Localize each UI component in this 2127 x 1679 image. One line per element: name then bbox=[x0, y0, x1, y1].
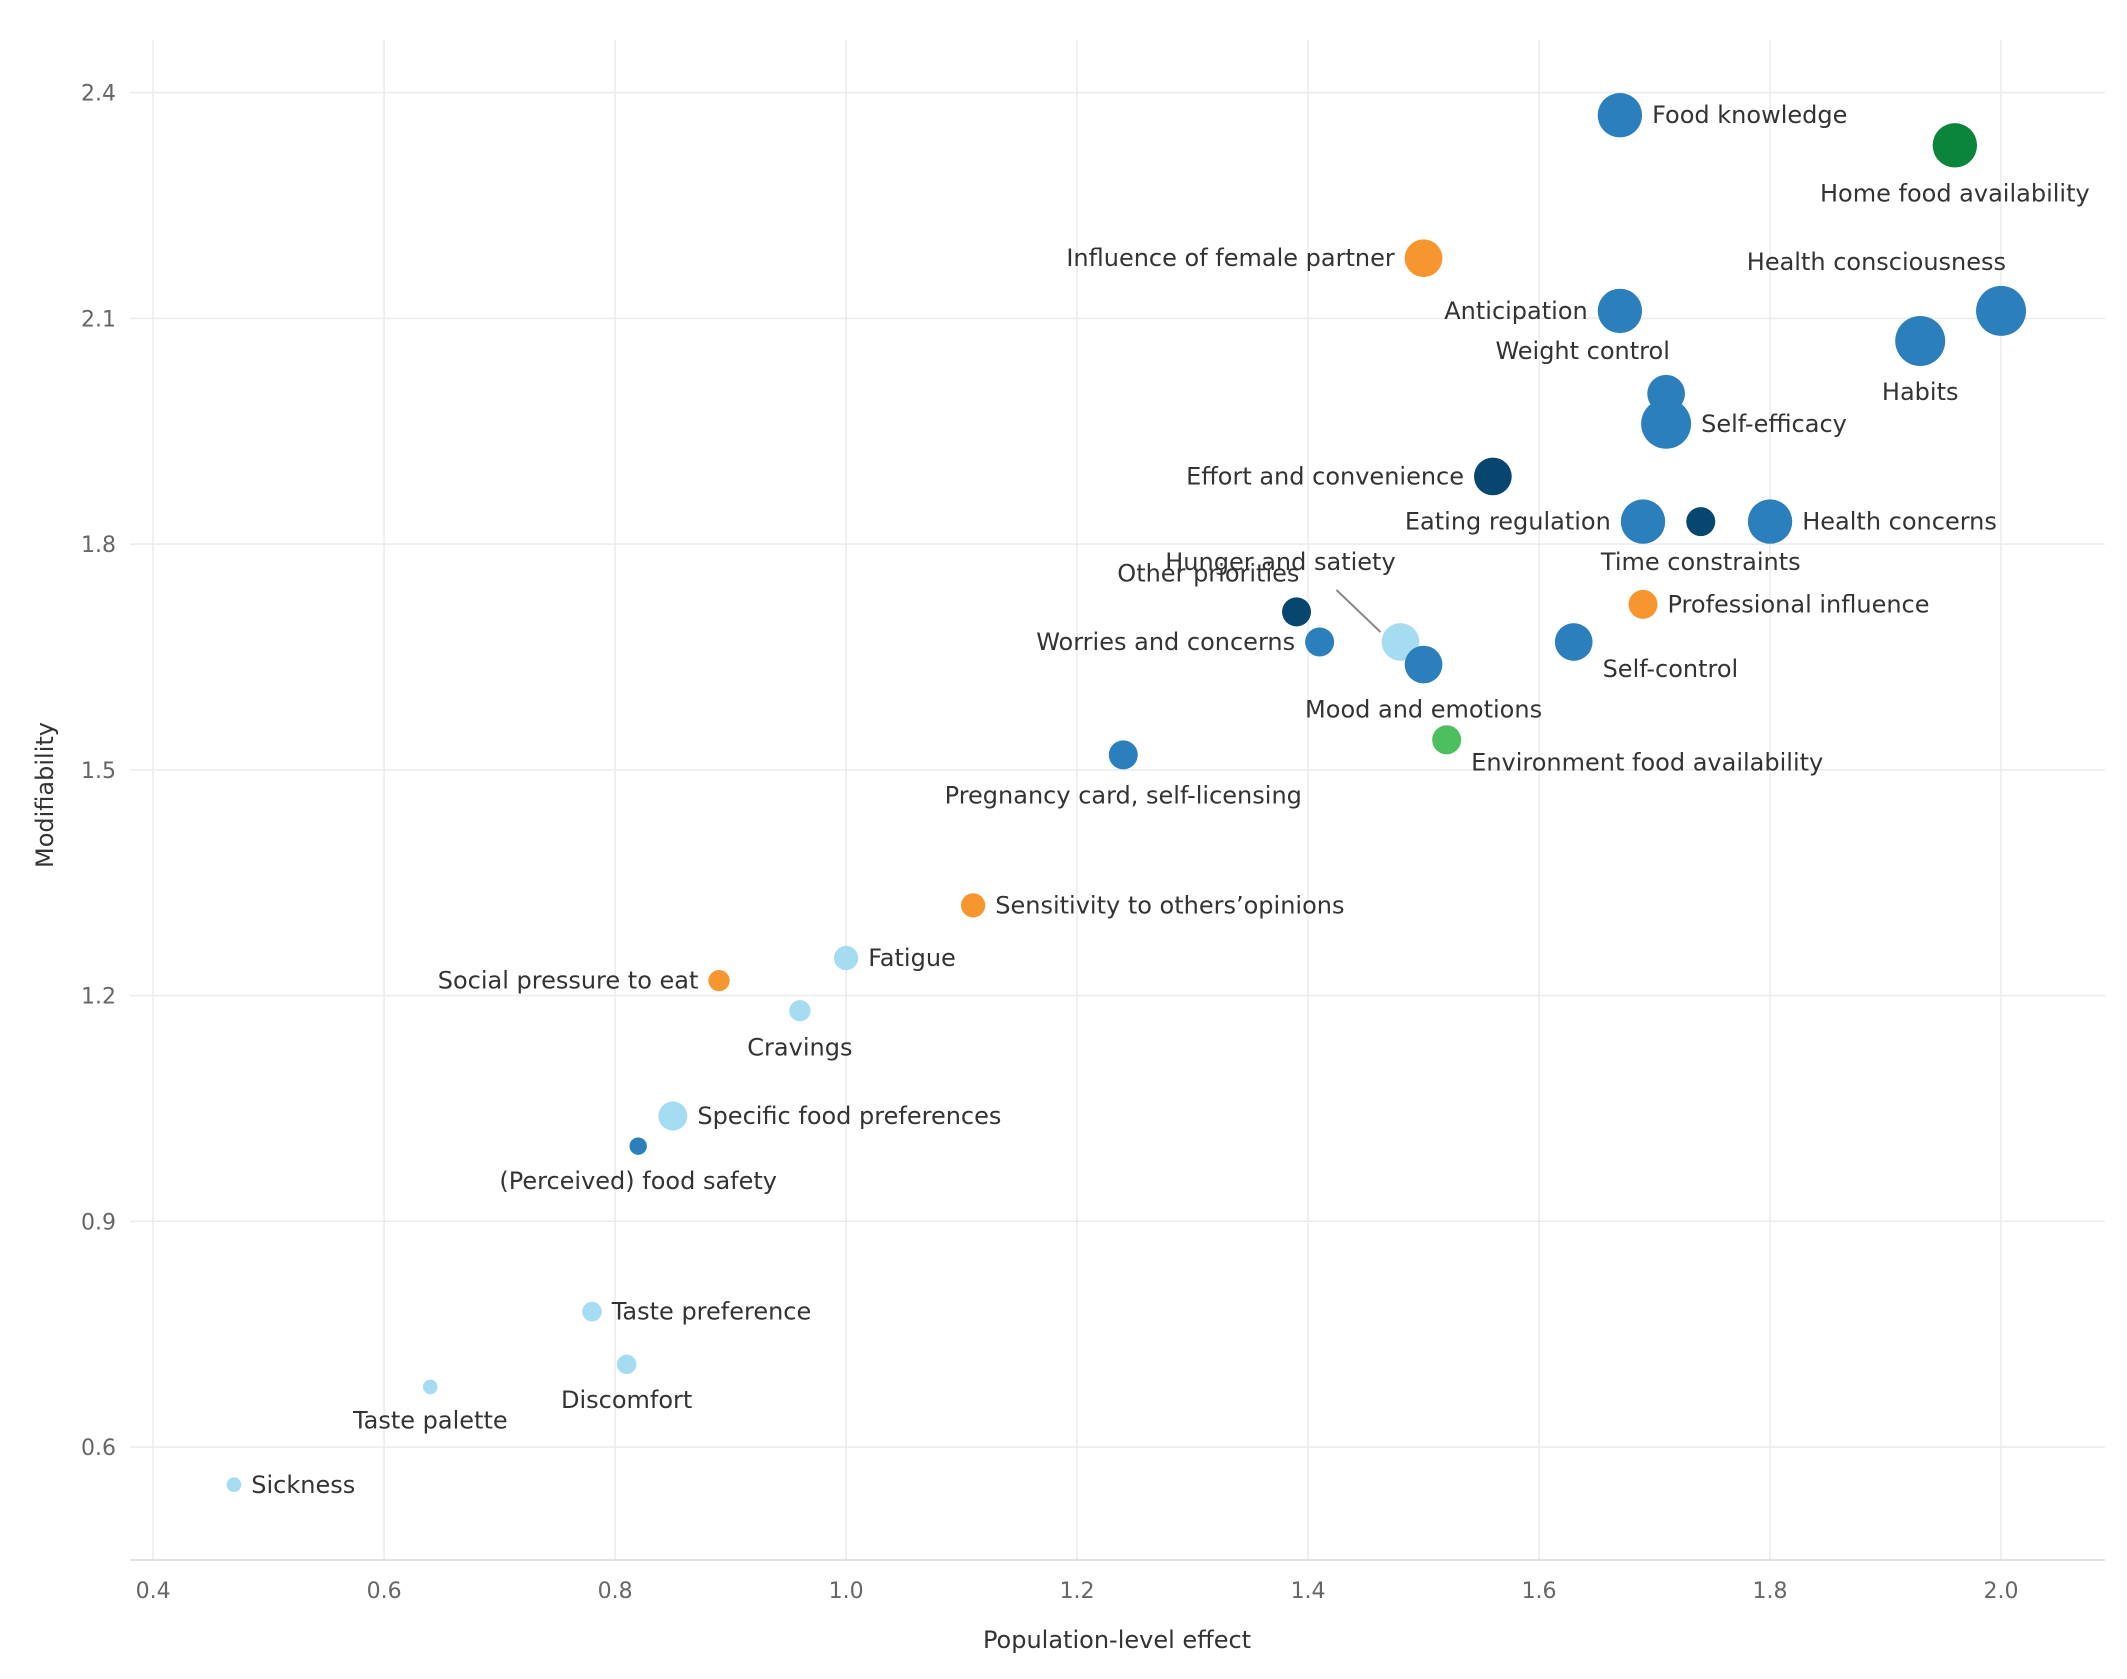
label-worries-and-concerns: Worries and concerns bbox=[1036, 628, 1295, 656]
x-tick-label: 0.4 bbox=[136, 1579, 171, 1604]
x-tick-label: 1.6 bbox=[1522, 1579, 1557, 1604]
label-influence-of-female-partner: Influence of female partner bbox=[1066, 244, 1395, 272]
label-food-knowledge: Food knowledge bbox=[1652, 101, 1847, 129]
y-tick-label: 2.1 bbox=[81, 307, 116, 332]
label-environment-food-availability: Environment food availability bbox=[1471, 748, 1823, 776]
y-tick-label: 2.4 bbox=[81, 82, 116, 107]
point-taste-preference bbox=[582, 1301, 602, 1322]
label-taste-palette: Taste palette bbox=[352, 1406, 508, 1434]
label-other-priorities: Other priorities bbox=[1117, 559, 1299, 587]
label-habits: Habits bbox=[1882, 378, 1959, 406]
label-hunger-and-satiety: Hunger and satiety bbox=[1165, 548, 1395, 576]
label-discomfort: Discomfort bbox=[561, 1386, 692, 1414]
x-tick-label: 1.8 bbox=[1753, 1579, 1788, 1604]
point-taste-palette bbox=[422, 1379, 438, 1395]
point-self-control bbox=[1554, 623, 1593, 661]
x-tick-label: 2.0 bbox=[1984, 1579, 2019, 1604]
point-discomfort bbox=[616, 1354, 637, 1375]
label-home-food-availability: Home food availability bbox=[1820, 180, 2090, 208]
point-health-concerns bbox=[1747, 499, 1793, 544]
label-specific-food-preferences: Specific food preferences bbox=[697, 1102, 1001, 1130]
label-professional-influence: Professional influence bbox=[1668, 590, 1930, 618]
label-effort-and-convenience: Effort and convenience bbox=[1186, 462, 1464, 490]
point-professional-influence bbox=[1628, 589, 1658, 619]
point-home-food-availability bbox=[1932, 123, 1978, 168]
label-taste-preference: Taste preference bbox=[611, 1298, 812, 1326]
x-axis-ticks: 0.4 0.6 0.8 1.0 1.2 1.4 1.6 1.8 2.0 bbox=[136, 1579, 2019, 1604]
label-eating-regulation: Eating regulation bbox=[1405, 508, 1611, 536]
point-environment-food-availability bbox=[1432, 725, 1462, 755]
leader-line bbox=[1335, 589, 1382, 633]
x-axis-title: Population-level effect bbox=[983, 1626, 1251, 1654]
x-tick-label: 0.8 bbox=[598, 1579, 633, 1604]
label-sickness: Sickness bbox=[251, 1471, 355, 1499]
point-worries-and-concerns bbox=[1305, 627, 1335, 657]
y-axis-ticks: 0.6 0.9 1.2 1.5 1.8 2.1 2.4 bbox=[81, 82, 116, 1461]
point-time-constraints bbox=[1686, 507, 1716, 537]
y-tick-label: 1.2 bbox=[81, 985, 116, 1010]
point-eating-regulation bbox=[1620, 499, 1666, 544]
point-other-priorities bbox=[1282, 597, 1312, 627]
label-pregnancy-card-self-licensing: Pregnancy card, self-licensing bbox=[945, 781, 1302, 809]
data-points bbox=[226, 93, 2027, 1493]
label-weight-control: Weight control bbox=[1495, 337, 1669, 365]
label-cravings: Cravings bbox=[747, 1033, 852, 1061]
label-health-concerns: Health concerns bbox=[1802, 508, 1997, 536]
point-cravings bbox=[789, 1000, 811, 1022]
point-sickness bbox=[226, 1477, 242, 1493]
x-tick-label: 1.0 bbox=[829, 1579, 864, 1604]
point-specific-food-preferences bbox=[658, 1101, 688, 1131]
point-health-consciousness bbox=[1976, 285, 2027, 336]
label-sensitivity-to-others-opinions: Sensitivity to others’opinions bbox=[995, 891, 1344, 919]
point-sensitivity-to-others-opinions bbox=[960, 893, 986, 918]
point-pregnancy-card-self-licensing bbox=[1108, 740, 1138, 770]
y-tick-label: 0.6 bbox=[81, 1436, 116, 1461]
x-tick-label: 0.6 bbox=[367, 1579, 402, 1604]
point-influence-of-female-partner bbox=[1404, 239, 1443, 278]
y-tick-label: 1.5 bbox=[81, 759, 116, 784]
y-tick-label: 1.8 bbox=[81, 533, 116, 558]
label-health-consciousness: Health consciousness bbox=[1747, 248, 2006, 276]
label-time-constraints: Time constraints bbox=[1600, 548, 1801, 576]
point-social-pressure-to-eat bbox=[708, 969, 730, 992]
label-perceived-food-safety: (Perceived) food safety bbox=[499, 1167, 777, 1195]
point-mood-and-emotions bbox=[1404, 645, 1443, 684]
point-self-efficacy bbox=[1641, 398, 1692, 449]
x-tick-label: 1.2 bbox=[1060, 1579, 1095, 1604]
point-habits bbox=[1895, 315, 1946, 366]
point-fatigue bbox=[833, 945, 859, 971]
gridlines bbox=[130, 40, 2105, 1560]
label-self-control: Self-control bbox=[1603, 655, 1739, 683]
x-tick-label: 1.4 bbox=[1291, 1579, 1326, 1604]
point-perceived-food-safety bbox=[629, 1137, 647, 1155]
label-anticipation: Anticipation bbox=[1444, 297, 1587, 325]
point-anticipation bbox=[1597, 288, 1643, 334]
point-labels: Food knowledge Home food availability Infl… bbox=[251, 101, 2089, 1499]
label-fatigue: Fatigue bbox=[868, 944, 956, 972]
point-effort-and-convenience bbox=[1474, 457, 1512, 496]
label-social-pressure-to-eat: Social pressure to eat bbox=[438, 967, 699, 995]
point-hunger-and-satiety bbox=[1381, 623, 1420, 661]
y-axis-title: Modifiability bbox=[31, 722, 59, 868]
y-tick-label: 0.9 bbox=[81, 1210, 116, 1235]
label-mood-and-emotions: Mood and emotions bbox=[1305, 695, 1542, 723]
label-self-efficacy: Self-efficacy bbox=[1701, 410, 1847, 438]
point-food-knowledge bbox=[1597, 93, 1643, 138]
